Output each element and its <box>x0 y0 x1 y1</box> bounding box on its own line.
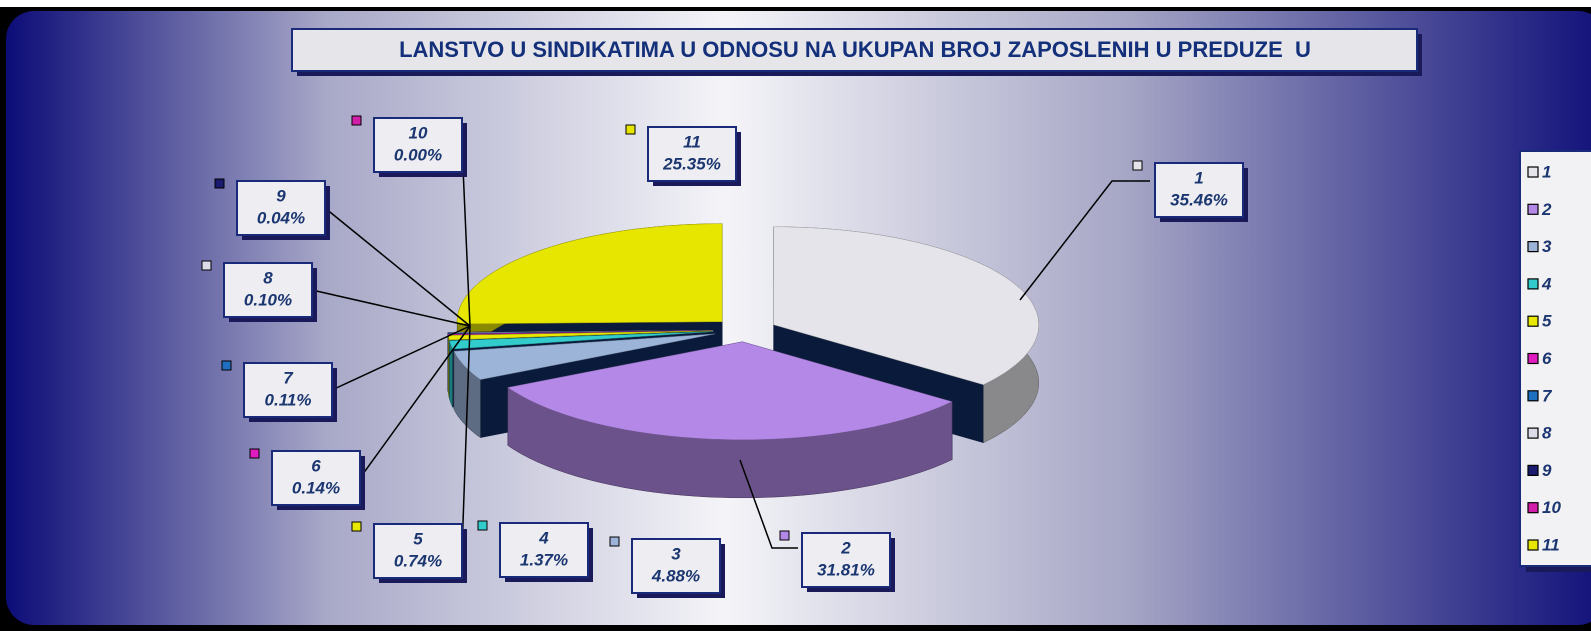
label-value: 4.88% <box>651 566 700 585</box>
label-key <box>625 124 636 135</box>
label-category: 1 <box>1194 168 1203 187</box>
legend-key <box>1527 278 1539 290</box>
label-value: 0.74% <box>394 551 442 570</box>
leader-line <box>359 325 471 479</box>
legend-key <box>1527 539 1539 551</box>
slice <box>507 341 953 441</box>
label-box <box>1154 162 1244 218</box>
legend-key <box>1527 427 1539 439</box>
label-category: 3 <box>671 544 681 563</box>
label-value: 0.14% <box>292 478 340 497</box>
table-strip <box>0 0 1591 7</box>
label-category: 11 <box>683 132 701 151</box>
label-key <box>779 530 790 541</box>
legend-label: 3 <box>1542 237 1552 256</box>
label-box <box>631 538 721 594</box>
label-value: 1.37% <box>520 550 568 569</box>
legend-label: 2 <box>1541 200 1552 219</box>
label-value: 0.10% <box>244 290 292 309</box>
data-labels: 1 35.46% 2 31.81% 3 4.88% 4 1.37% 5 0.74% 6 0.14% 7 0… <box>201 115 1248 598</box>
label-box <box>373 117 463 173</box>
label-box <box>647 126 737 182</box>
slice <box>449 331 714 350</box>
label-category: 6 <box>311 456 321 475</box>
label-key <box>201 260 212 271</box>
label-box <box>243 362 333 418</box>
label-key <box>609 536 620 547</box>
legend-key <box>1527 464 1539 476</box>
slice <box>448 330 714 341</box>
legend-label: 10 <box>1542 498 1561 517</box>
slice <box>453 333 715 380</box>
label-category: 7 <box>283 368 294 387</box>
legend-label: 6 <box>1542 349 1552 368</box>
slice <box>456 223 723 325</box>
slice <box>773 226 1039 385</box>
legend-key <box>1527 502 1539 514</box>
label-box <box>373 523 463 579</box>
legend-key <box>1527 352 1539 365</box>
leader-line <box>1019 180 1150 301</box>
label-category: 9 <box>276 186 286 205</box>
label-value: 0.11% <box>265 390 312 409</box>
leader-line <box>331 325 471 391</box>
label-value: 0.00% <box>394 145 442 164</box>
label-box <box>271 450 361 506</box>
label-value: 0.04% <box>257 208 305 227</box>
legend-key <box>1527 390 1539 402</box>
label-key <box>1132 160 1143 171</box>
leader-line <box>739 459 798 549</box>
label-key <box>351 521 362 532</box>
label-key <box>249 448 260 459</box>
label-key <box>477 520 488 531</box>
chart-title: LANSTVO U SINDIKATIMA U ODNOSU NA UKUPAN… <box>399 37 1311 62</box>
legend-label: 9 <box>1542 461 1552 480</box>
label-category: 4 <box>538 528 549 547</box>
leader-line <box>311 289 471 327</box>
legend-label: 5 <box>1542 312 1552 331</box>
label-box <box>499 522 589 578</box>
leader-line <box>461 325 471 552</box>
label-key <box>214 178 225 189</box>
pie <box>447 223 1039 499</box>
legend: 1 2 3 4 5 6 7 8 9 10 11 <box>1527 162 1561 554</box>
legend-label: 8 <box>1542 424 1552 443</box>
leader-line <box>324 207 471 327</box>
legend-label: 4 <box>1541 274 1552 293</box>
label-box <box>801 532 891 588</box>
label-category: 10 <box>409 123 428 142</box>
legend-key <box>1527 203 1539 215</box>
label-value: 35.46% <box>1170 190 1228 209</box>
legend-key <box>1527 241 1539 253</box>
legend-key <box>1527 166 1539 178</box>
label-key <box>221 360 232 371</box>
label-category: 5 <box>413 529 423 548</box>
label-key <box>351 115 362 126</box>
legend-label: 7 <box>1542 386 1553 405</box>
legend-label: 1 <box>1542 162 1551 181</box>
label-value: 31.81% <box>817 560 875 579</box>
label-box <box>236 180 326 236</box>
label-value: 25.35% <box>662 154 721 173</box>
label-box <box>223 262 313 318</box>
label-category: 8 <box>263 268 273 287</box>
slice <box>447 330 714 336</box>
title-box <box>291 28 1418 72</box>
legend-label: 11 <box>1542 535 1560 554</box>
label-category: 2 <box>840 538 851 557</box>
legend-key <box>1527 315 1539 327</box>
slice-side <box>448 335 450 398</box>
